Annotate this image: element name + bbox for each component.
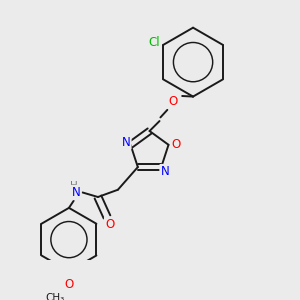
Text: CH₃: CH₃	[46, 292, 65, 300]
Text: Cl: Cl	[148, 36, 160, 49]
Text: N: N	[122, 136, 130, 148]
Text: N: N	[72, 186, 81, 199]
Text: N: N	[160, 165, 169, 178]
Text: O: O	[105, 218, 114, 231]
Text: O: O	[64, 278, 74, 290]
Text: O: O	[171, 138, 180, 151]
Text: H: H	[70, 181, 78, 191]
Text: O: O	[169, 94, 178, 108]
